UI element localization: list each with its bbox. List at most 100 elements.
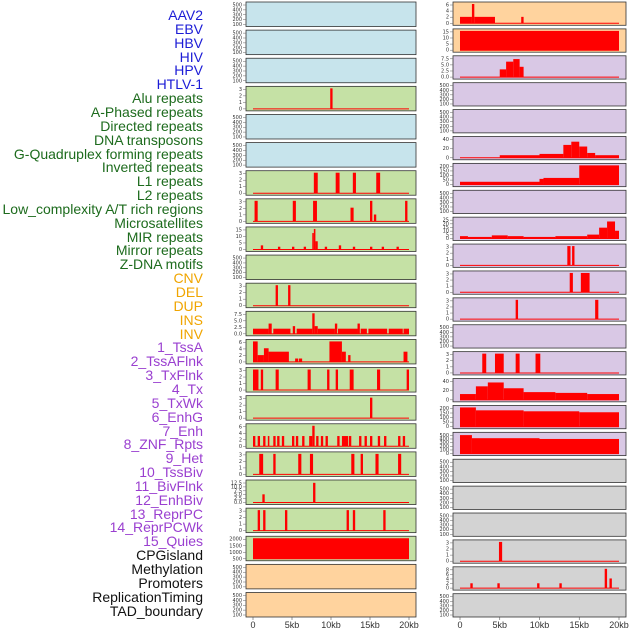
panel-background <box>245 114 417 140</box>
track-label: TAD_boundary <box>109 602 203 619</box>
panel-background <box>245 142 417 168</box>
panel-background <box>245 198 417 224</box>
y-tick-label: 200 <box>439 164 449 170</box>
bar <box>292 200 296 222</box>
y-tick-label: 20 <box>443 388 449 394</box>
y-tick-label: 0 <box>446 290 449 296</box>
bar <box>260 245 264 250</box>
y-tick-label: 0 <box>239 191 242 197</box>
bar <box>615 230 619 239</box>
bar <box>307 369 311 391</box>
bar <box>299 358 303 362</box>
y-tick-label: 2 <box>239 375 242 381</box>
panel-background <box>452 512 627 537</box>
bar <box>351 453 355 475</box>
bar <box>467 236 492 239</box>
bar <box>471 4 475 24</box>
y-tick-label: 2.5 <box>441 68 449 74</box>
bar <box>506 61 514 78</box>
y-tick-label: 100 <box>439 173 449 179</box>
y-tick-label: 0 <box>446 317 449 323</box>
track-label: HIV <box>179 48 203 65</box>
bar <box>298 453 302 475</box>
track-label: Z-DNA motifs <box>119 256 203 273</box>
y-tick-label: 15 <box>443 29 449 35</box>
y-tick-label: 100 <box>232 163 242 169</box>
bar <box>539 438 619 454</box>
y-tick-label: 500 <box>232 556 242 562</box>
track-label: Promoters <box>138 574 203 591</box>
track-label: 15_Quies <box>143 533 203 550</box>
bar <box>253 369 259 391</box>
bar <box>406 369 409 391</box>
y-tick-label: 0 <box>446 451 449 457</box>
y-tick-label: 200 <box>439 406 449 412</box>
y-tick-label: 0 <box>239 106 242 112</box>
bar <box>292 436 295 447</box>
bar <box>335 369 339 391</box>
bar <box>405 200 408 222</box>
y-tick-label: 3 <box>446 245 449 251</box>
y-tick-label: 3 <box>446 298 449 304</box>
bar <box>335 172 340 194</box>
panel-background <box>452 216 627 241</box>
bar <box>539 153 564 158</box>
y-tick-label: 200 <box>439 339 449 345</box>
bar <box>303 246 307 250</box>
y-tick-label: 2.5 <box>234 325 242 331</box>
y-tick-label: 1 <box>239 381 242 387</box>
bar <box>348 436 352 447</box>
bar <box>370 436 373 447</box>
bar <box>471 438 540 454</box>
y-tick-label: 0 <box>446 559 449 565</box>
panel-background <box>245 507 417 534</box>
bar <box>569 272 573 293</box>
y-tick-label: 300 <box>439 469 449 475</box>
y-tick-label: 2 <box>239 515 242 521</box>
y-tick-label: 100 <box>232 275 242 281</box>
bar <box>277 436 280 447</box>
bar <box>315 241 318 250</box>
y-tick-label: 2 <box>239 206 242 212</box>
bar <box>312 313 315 334</box>
y-tick-label: 300 <box>439 603 449 609</box>
y-tick-label: 40 <box>443 137 449 143</box>
y-tick-label: 0 <box>239 219 242 225</box>
track-label: Mirror repeats <box>115 242 203 259</box>
y-tick-label: 300 <box>439 496 449 502</box>
panel-background <box>452 1 627 26</box>
track-label: A-Phased repeats <box>90 103 203 120</box>
bar <box>281 436 285 447</box>
bar <box>475 410 524 427</box>
bar <box>381 246 385 250</box>
bar <box>388 328 403 334</box>
track-label: 4_Tx <box>171 380 203 397</box>
y-tick-label: 500 <box>232 143 242 149</box>
bar <box>498 541 503 562</box>
bar <box>346 510 349 531</box>
y-tick-label: 2 <box>239 353 242 359</box>
y-tick-label: 0 <box>446 397 449 403</box>
y-tick-label: 0 <box>446 21 449 27</box>
y-tick-label: 3 <box>239 87 242 93</box>
bar <box>292 326 296 334</box>
y-tick-label: 3 <box>446 352 449 358</box>
bar <box>296 328 313 334</box>
y-tick-label: 300 <box>232 265 242 271</box>
y-tick-label: 3 <box>239 509 242 515</box>
y-tick-label: 4 <box>239 346 242 352</box>
y-tick-label: 1 <box>446 311 449 317</box>
y-tick-label: 3 <box>446 271 449 277</box>
track-label: 8_ZNF_Rpts <box>123 436 203 453</box>
y-tick-label: 1 <box>239 100 242 106</box>
y-tick-label: 1 <box>239 297 242 303</box>
